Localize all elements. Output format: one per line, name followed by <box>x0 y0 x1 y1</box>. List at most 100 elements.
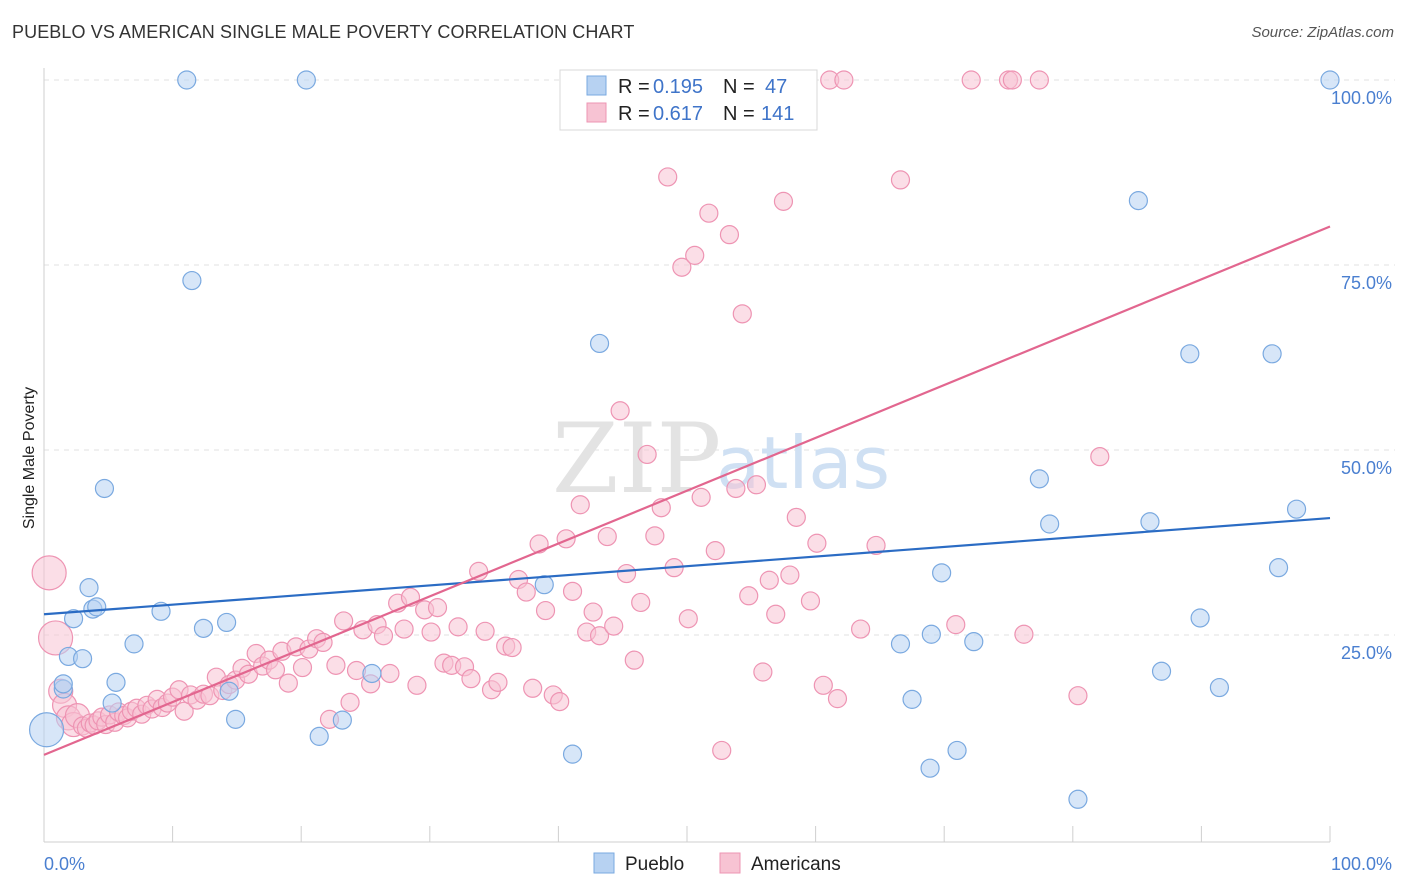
americans-swatch <box>586 102 607 123</box>
americans-point <box>672 257 692 277</box>
pueblo-point <box>947 740 967 761</box>
pueblo-point <box>902 689 922 709</box>
pueblo-point <box>1180 344 1200 364</box>
pueblo-point <box>124 634 144 654</box>
americans-point <box>616 563 637 584</box>
pueblo-point <box>296 70 316 90</box>
pueblo-point <box>226 709 246 729</box>
americans-point <box>834 70 854 90</box>
americans-point <box>427 598 448 618</box>
pueblo-point <box>589 333 610 354</box>
americans-point <box>1002 70 1022 90</box>
americans-point <box>678 609 698 629</box>
pueblo-n-value: 47 <box>765 76 787 98</box>
source-note: Source: ZipAtlas.com <box>1251 24 1394 41</box>
legend-pueblo-swatch <box>593 852 615 874</box>
americans-point <box>866 535 886 556</box>
americans-point <box>278 673 298 693</box>
pueblo-trendline <box>43 516 1331 616</box>
americans-point <box>1014 624 1034 644</box>
pueblo-point <box>1040 514 1060 534</box>
pueblo-point <box>920 758 940 778</box>
americans-point <box>502 637 522 658</box>
americans-point <box>645 526 665 546</box>
americans-point <box>719 225 740 245</box>
pueblo-point <box>193 618 214 638</box>
americans-point <box>699 203 719 223</box>
americans-point <box>732 304 752 324</box>
americans-point <box>326 655 346 675</box>
pueblo-point <box>562 744 583 764</box>
legend-americans-swatch <box>719 852 741 874</box>
americans-point <box>597 526 617 547</box>
americans-r-label: R = <box>618 103 650 125</box>
americans-point <box>380 663 400 684</box>
americans-point <box>1090 447 1110 467</box>
pueblo-point <box>72 649 93 669</box>
pueblo-point <box>217 612 237 633</box>
americans-point <box>461 669 481 689</box>
americans-point <box>583 602 603 622</box>
americans-point <box>637 444 657 465</box>
pueblo-point <box>1268 558 1289 578</box>
americans-point <box>570 495 590 515</box>
americans-point <box>334 611 354 631</box>
americans-point <box>604 616 624 636</box>
pueblo-point <box>332 710 352 730</box>
pueblo-point <box>106 672 126 692</box>
americans-point <box>786 507 806 527</box>
americans-point <box>807 533 827 553</box>
pueblo-point <box>63 609 84 629</box>
legend-pueblo-label: Pueblo <box>625 854 684 875</box>
americans-point <box>773 191 794 211</box>
americans-point <box>421 622 441 642</box>
series-legend: Pueblo Americans <box>593 852 841 875</box>
y-tick-label: 100.0% <box>1331 88 1392 108</box>
trendlines <box>43 225 1331 756</box>
tick-labels: 25.0% 50.0% 75.0% 100.0% 0.0% 100.0% <box>44 88 1392 874</box>
americans-point <box>516 582 536 602</box>
pueblo-point <box>1140 512 1160 532</box>
pueblo-point <box>1262 344 1282 364</box>
americans-point <box>759 570 779 590</box>
americans-point <box>394 619 414 639</box>
americans-point <box>800 591 821 611</box>
pueblo-point <box>921 624 941 644</box>
americans-point <box>407 675 427 695</box>
pueblo-point <box>1068 789 1088 809</box>
pueblo-swatch <box>586 75 607 96</box>
americans-point <box>946 615 966 635</box>
americans-point <box>739 586 759 606</box>
pueblo-point <box>79 578 99 598</box>
pueblo-point <box>1128 191 1148 211</box>
americans-r-value: 0.617 <box>653 103 703 125</box>
americans-point <box>523 678 543 698</box>
x-tick-label: 0.0% <box>44 854 85 874</box>
americans-point <box>37 620 74 656</box>
americans-point <box>753 662 773 682</box>
americans-point <box>562 581 583 601</box>
americans-point <box>726 478 746 499</box>
pueblo-point <box>890 634 911 654</box>
pueblo-point <box>1151 661 1172 681</box>
pueblo-point <box>1286 499 1307 519</box>
pueblo-point <box>1190 608 1210 628</box>
x-tick-label: 100.0% <box>1331 854 1392 874</box>
americans-point <box>1029 70 1049 90</box>
pueblo-point <box>28 712 65 748</box>
pueblo-point <box>182 270 202 291</box>
americans-point <box>1068 686 1088 706</box>
americans-n-value: 141 <box>761 103 794 125</box>
americans-point <box>746 475 767 495</box>
pueblo-point <box>94 478 115 499</box>
pueblo-point <box>534 575 554 595</box>
americans-point <box>705 541 725 561</box>
americans-point <box>851 619 871 639</box>
pueblo-n-label: N = <box>723 76 755 98</box>
americans-point <box>685 245 705 265</box>
americans-point <box>780 565 800 585</box>
americans-point <box>658 167 678 187</box>
americans-point <box>475 621 495 641</box>
pueblo-point <box>1320 70 1340 90</box>
